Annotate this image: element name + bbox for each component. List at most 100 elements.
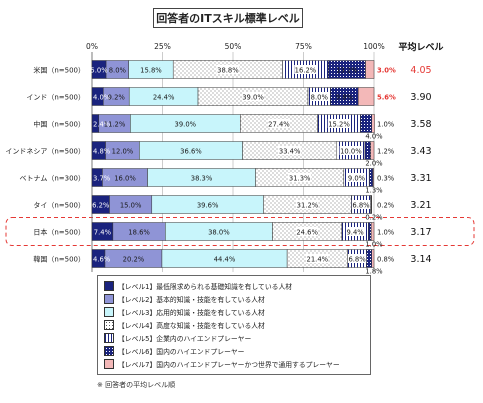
average-value: 3.14: [410, 254, 431, 265]
label-bg: [288, 173, 311, 182]
label-bg: [241, 92, 265, 101]
segment-label: 2.0%: [365, 160, 383, 168]
legend-swatch: [104, 359, 114, 369]
average-value: 3.43: [410, 146, 431, 157]
segment-label: 15.0%: [120, 201, 142, 209]
label-bg: [310, 92, 329, 101]
segment-label: 20.2%: [123, 255, 145, 263]
category-label: ベトナム（n=300）: [20, 175, 85, 183]
legend-swatch: [104, 333, 114, 343]
label-bg: [267, 119, 291, 128]
segment-label: 18.6%: [128, 228, 150, 236]
legend-item: 【レベル7】国内のハイエンドプレーヤーかつ世界で通用するプレーヤー: [104, 359, 340, 369]
label-bg: [216, 65, 240, 74]
average-value: 3.31: [410, 173, 431, 184]
legend-swatch: [104, 294, 114, 304]
segment-label: 6.8%: [348, 255, 366, 263]
label-bg: [351, 200, 371, 209]
legend-item: 【レベル1】最低限求められる基礎知識を有している人材: [104, 281, 292, 291]
legend-item: 【レベル4】高度な知識・技能を有している人材: [104, 320, 265, 330]
legend-label: 【レベル5】企業内のハイエンドプレーヤー: [118, 335, 252, 343]
segment-label: 1.3%: [365, 187, 383, 195]
x-tick-label: 25%: [154, 42, 171, 51]
label-bg: [339, 146, 363, 155]
label-bg: [295, 227, 319, 236]
legend-label: 【レベル2】基本的知識・技能を有している人材: [118, 296, 265, 304]
segment-label: 44.4%: [214, 255, 236, 263]
legend-swatch: [104, 320, 114, 330]
segment-label: 4.0%: [365, 133, 383, 141]
segment-label: 27.4%: [268, 120, 290, 128]
bar-segment: [364, 141, 371, 160]
bars-layer: [91, 60, 375, 268]
label-bg: [327, 119, 351, 128]
average-value: 3.58: [410, 119, 431, 130]
x-tick-label: 75%: [295, 42, 312, 51]
segment-label: 1.0%: [377, 228, 395, 236]
legend-item: 【レベル5】企業内のハイエンドプレーヤー: [104, 333, 251, 343]
category-label: 米国（n=500）: [33, 66, 85, 75]
segment-label: 12.0%: [112, 147, 134, 155]
bar-segment: [365, 60, 375, 79]
segment-label: 8.0%: [311, 93, 329, 101]
x-tick-label: 50%: [225, 42, 242, 51]
segment-label: 9.2%: [108, 93, 126, 101]
legend-label: 【レベル6】国内のハイエンドプレーヤー: [118, 348, 245, 356]
bar-segment: [366, 249, 372, 268]
segment-label: 4.0%: [93, 93, 111, 101]
legend-swatch: [104, 307, 114, 317]
segment-label: 9.8%: [336, 93, 354, 101]
segment-label: 16.0%: [114, 174, 136, 182]
bar-segment: [370, 141, 375, 160]
bar-segment: [368, 222, 372, 241]
legend-swatch: [104, 346, 114, 356]
segment-label: 0.8%: [377, 255, 395, 263]
segment-label: 5.6%: [377, 93, 396, 101]
segment-label: 15.2%: [328, 120, 350, 128]
x-tick-label: 100%: [363, 42, 384, 51]
x-tick-label: 0%: [86, 42, 98, 51]
segment-label: 33.4%: [279, 147, 301, 155]
segment-label: 3.7%: [93, 174, 111, 182]
average-value: 3.17: [410, 227, 431, 238]
avg-header: 平均レベル: [398, 41, 443, 53]
bar-segment: [372, 168, 374, 187]
label-bg: [347, 254, 367, 263]
category-label: インド（n=500）: [26, 94, 85, 102]
segment-label: 0.3%: [377, 174, 395, 182]
segment-label: 13.2%: [336, 66, 358, 74]
segment-label: 4.6%: [93, 255, 111, 263]
label-bg: [294, 65, 317, 74]
segment-label: 16.2%: [295, 66, 317, 74]
chart-title: 回答者のITスキル標準レベル: [153, 8, 303, 28]
footnote: ※ 回答者の平均レベル順: [97, 381, 176, 389]
category-label: 韓国（n=500）: [33, 255, 85, 264]
legend-item: 【レベル2】基本的知識・技能を有している人材: [104, 294, 265, 304]
legend-item: 【レベル3】応用的知識・技能を有している人材: [104, 307, 265, 317]
label-bg: [296, 200, 319, 209]
segment-label: 8.0%: [109, 66, 127, 74]
legend-label: 【レベル1】最低限求められる基礎知識を有している人材: [118, 283, 293, 291]
segment-label: 39.0%: [242, 93, 264, 101]
segment-label: 38.0%: [208, 228, 230, 236]
segment-label: 1.8%: [365, 268, 383, 276]
legend-label: 【レベル3】応用的知識・技能を有している人材: [118, 309, 265, 317]
bar-segment: [371, 114, 375, 133]
segment-label: 2.4%: [93, 120, 111, 128]
bar-segment: [371, 249, 375, 268]
segment-label: 6.2%: [92, 201, 110, 209]
segment-label: 38.8%: [217, 66, 239, 74]
bar-segment: [368, 168, 374, 187]
bar-segment: [357, 87, 375, 106]
segment-label: 4.8%: [93, 147, 111, 155]
segment-label: 7.4%: [94, 228, 112, 236]
label-bg: [345, 227, 365, 236]
segment-label: 24.4%: [153, 93, 175, 101]
segment-label: 31.3%: [289, 174, 311, 182]
segment-label: 36.6%: [180, 147, 202, 155]
category-label: インドネシア（n=500）: [5, 148, 85, 156]
segment-label: 15.8%: [140, 66, 162, 74]
segment-label: 38.3%: [191, 174, 213, 182]
category-label: タイ（n=500）: [33, 201, 85, 210]
